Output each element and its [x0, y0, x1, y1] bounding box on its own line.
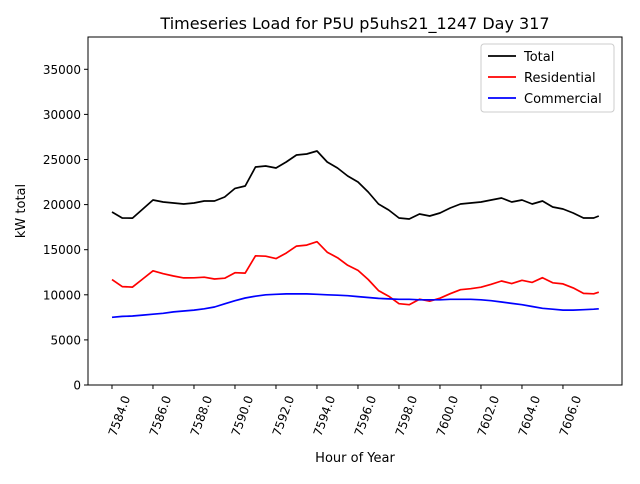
y-axis-label: kW total — [14, 184, 29, 238]
x-tick-label: 7592.0 — [270, 394, 298, 438]
x-axis-label: Hour of Year — [315, 451, 395, 466]
x-tick-label: 7604.0 — [516, 394, 544, 438]
series-line-residential — [111, 240, 600, 306]
y-tick-label: 0 — [73, 379, 81, 393]
legend: Total Residential Commercial — [480, 43, 615, 113]
y-tick-label: 35000 — [43, 63, 81, 77]
plot-area — [111, 150, 600, 319]
y-tick-label: 15000 — [43, 243, 81, 257]
y-tick-label: 25000 — [43, 153, 81, 167]
y-axis: 0 5000 10000 15000 20000 25000 30000 35000 — [43, 63, 88, 393]
x-tick-label: 7594.0 — [311, 394, 339, 438]
x-tick-label: 7602.0 — [475, 394, 503, 438]
legend-label-residential: Residential — [524, 71, 596, 86]
y-tick-label: 10000 — [43, 288, 81, 302]
y-tick-label: 20000 — [43, 198, 81, 212]
series-line-commercial — [111, 293, 599, 319]
x-tick-label: 7590.0 — [229, 394, 257, 438]
x-tick-label: 7596.0 — [352, 394, 380, 438]
x-tick-label: 7588.0 — [188, 394, 216, 438]
x-tick-label: 7606.0 — [557, 394, 585, 438]
y-tick-label: 5000 — [50, 333, 81, 347]
x-tick-label: 7598.0 — [393, 394, 421, 438]
y-tick-label: 30000 — [43, 108, 81, 122]
legend-box — [480, 43, 615, 113]
x-tick-label: 7600.0 — [434, 394, 462, 438]
axes-frame — [87, 36, 623, 386]
chart-title: Timeseries Load for P5U p5uhs21_1247 Day… — [159, 14, 549, 34]
legend-label-total: Total — [523, 50, 554, 65]
x-tick-label: 7586.0 — [147, 394, 175, 438]
x-tick-label: 7584.0 — [106, 394, 134, 438]
legend-label-commercial: Commercial — [524, 92, 602, 107]
x-axis: 7584.0 7586.0 7588.0 7590.0 7592.0 7594.0 7596… — [106, 385, 584, 438]
series-line-total — [111, 150, 600, 220]
